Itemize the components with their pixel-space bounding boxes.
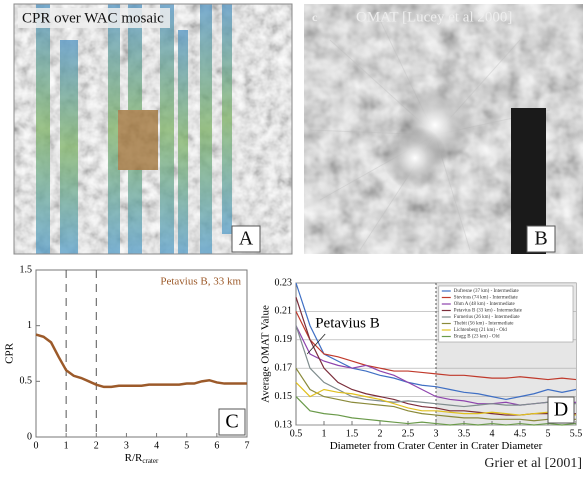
annotation: Petavius B [315,315,380,331]
x-tick-label: 3 [124,440,129,451]
x-axis-label: Diameter from Crater Center in Crater Di… [330,440,543,452]
y-tick-label: 1.5 [20,264,33,275]
legend-label: Bragg B (23 km) - Old [454,335,500,340]
panel-letter: A [239,228,254,250]
panel-letter: C [225,411,238,433]
x-tick-label: 7 [245,440,250,451]
x-axis-label-sub: crater [142,457,159,465]
x-tick-label: 2.5 [402,428,415,439]
x-tick-label: 4.5 [514,428,527,439]
legend-label: Thebit (56 km) - Intermediate [454,322,514,327]
x-tick-label: 5.5 [570,428,583,439]
x-tick-label: 5 [546,428,551,439]
y-tick-label: 0.21 [275,306,293,317]
legend-label: Stevinus (74 km) - Intermediate [454,296,519,301]
panel-corner: c [312,10,318,24]
panel-b-image: c OMAT [Lucey et al 2000] B [304,4,583,254]
x-tick-label: 4 [490,428,495,439]
x-axis-label: R/Rcrater [125,452,159,465]
x-axis-label-main: R/R [125,452,143,464]
x-tick-label: 1.5 [346,428,359,439]
panel-letter: B [534,228,547,250]
x-tick-label: 0 [34,440,39,451]
credit: Grier et al [2001] [484,456,582,471]
plot-area [36,270,247,437]
figure: CPR over WAC mosaic A c OMAT [Lucey et a… [0,0,588,474]
x-tick-label: 3 [434,428,439,439]
panel-a-image: CPR over WAC mosaic A [14,4,292,254]
x-tick-label: 5 [184,440,189,451]
y-axis-label: CPR [4,342,16,363]
panel-title: CPR over WAC mosaic [22,10,164,26]
panel-title: OMAT [Lucey et al 2000] [356,9,512,25]
x-tick-label: 1 [64,440,69,451]
x-tick-label: 0.5 [290,428,303,439]
x-tick-label: 2 [378,428,383,439]
panel-letter: D [554,399,568,421]
legend-label: Petavius B (33 km) - Intermediate [454,309,523,314]
x-tick-label: 4 [154,440,159,451]
x-tick-label: 2 [94,440,99,451]
legend-label: Furnerius (26 km) - Intermediate [454,315,521,320]
x-tick-label: 3.5 [458,428,471,439]
y-tick-label: 0.19 [275,334,293,345]
y-tick-label: 0 [27,431,32,442]
legend-label: Dufresne (37 km) - Intermediate [454,289,520,294]
legend-label: Ohm A (48 km) - Intermediate [454,302,516,307]
y-axis-label: Average OMAT Value [260,305,272,403]
x-tick-label: 1 [322,428,327,439]
legend-label: Petavius B, 33 km [160,276,241,288]
legend-label: Lichtenberg (21 km) - Old [454,328,507,333]
x-axis-label-main: Diameter from Crater Center in Crater Di… [330,440,543,452]
page: CPR over WAC mosaic A c OMAT [Lucey et a… [0,0,588,479]
legend [439,286,573,342]
y-tick-label: 1 [27,320,32,331]
y-tick-label: 0.17 [275,362,293,373]
y-tick-label: 0.5 [20,376,33,387]
y-tick-label: 0.15 [275,391,293,402]
x-tick-label: 6 [214,440,219,451]
y-tick-label: 0.23 [275,277,293,288]
